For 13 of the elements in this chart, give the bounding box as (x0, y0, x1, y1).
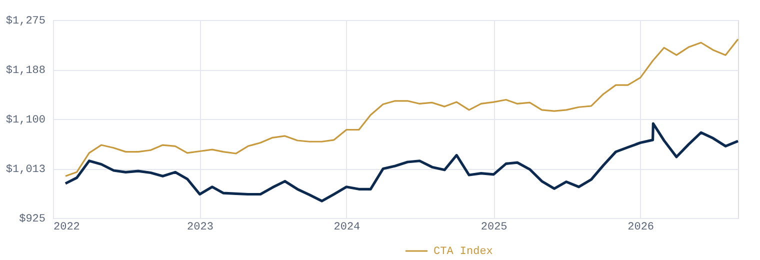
x-tick-label: 2023 (187, 222, 214, 234)
line-series (64, 122, 740, 202)
x-tick-label: 2024 (334, 222, 361, 234)
x-tick-label: 2026 (628, 222, 654, 234)
line-series (64, 38, 739, 177)
y-tick-label: $925 (19, 214, 46, 226)
legend-label: CTA Index (434, 246, 494, 258)
y-tick-label: $1,013 (6, 164, 46, 176)
y-tick-label: $1,188 (6, 65, 46, 77)
y-tick-label: $1,275 (6, 16, 46, 28)
y-tick-label: $1,100 (6, 114, 46, 126)
x-tick-label: 2025 (480, 222, 508, 234)
x-tick-label: 2022 (54, 222, 80, 234)
